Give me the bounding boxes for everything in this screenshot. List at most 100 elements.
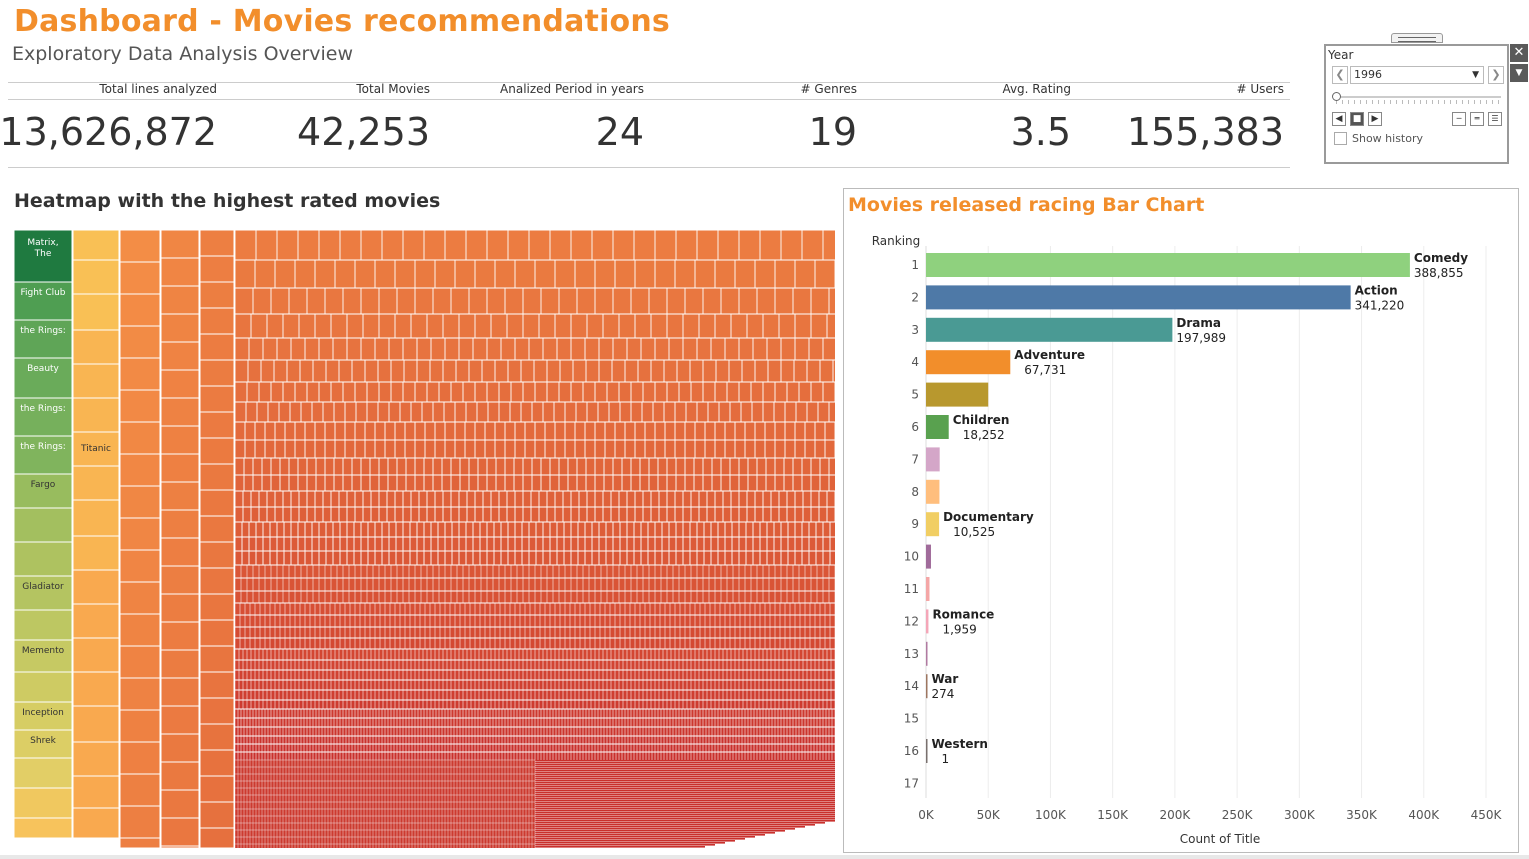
heatmap-cell[interactable] [160,789,200,819]
heatmap-cell[interactable] [119,613,161,647]
heatmap-cell[interactable] [255,794,835,796]
heatmap-cell[interactable] [238,766,836,768]
heatmap-cell[interactable] [257,798,835,800]
heatmap-cell[interactable] [160,621,200,651]
year-filter-drag-handle[interactable] [1391,33,1443,43]
heatmap-cell[interactable] [119,517,161,551]
speed-medium-icon[interactable]: ═ [1470,112,1484,126]
heatmap-cell[interactable] [160,845,200,848]
heatmap-cell[interactable] [199,619,235,647]
heatmap-cell[interactable] [272,822,825,824]
heatmap-cell[interactable] [248,782,835,784]
menu-caret-icon[interactable]: ▼ [1510,64,1528,82]
heatmap-cell[interactable] [199,333,235,361]
heatmap-cell[interactable] [160,369,200,399]
heatmap-cell[interactable] [267,814,835,816]
heatmap-cell[interactable] [199,437,235,465]
heatmap-cell[interactable] [119,805,161,839]
heatmap-cell[interactable] [119,453,161,487]
heatmap-cell[interactable] [266,812,835,814]
heatmap-cell[interactable] [265,810,835,812]
heatmap-cell[interactable] [160,537,200,567]
heatmap-cell[interactable] [253,790,835,792]
heatmap-cell[interactable] [119,293,161,327]
heatmap-cell[interactable] [235,551,835,565]
heatmap-cell[interactable] [119,645,161,679]
heatmap-cell[interactable] [199,593,235,621]
heatmap-cell[interactable] [251,788,836,790]
heatmap-cell[interactable] [160,649,200,679]
heatmap-cell[interactable] [235,402,835,422]
heatmap-cell[interactable] [199,697,235,725]
heatmap-cell[interactable] [263,808,835,810]
heatmap-cell[interactable] [199,541,235,569]
heatmap-cell[interactable] [256,796,836,798]
heatmap-cell[interactable] [199,645,235,673]
heatmap-cell[interactable] [235,491,835,507]
heatmap-cell[interactable] [160,677,200,707]
heatmap-cell[interactable] [160,257,200,287]
heatmap-cell[interactable] [14,757,73,789]
heatmap-cell[interactable] [268,816,836,818]
heatmap-cell[interactable] [271,820,835,822]
heatmap-cell[interactable] [244,776,836,778]
heatmap-cell[interactable] [72,705,120,743]
heatmap-cell[interactable] [72,293,120,331]
heatmap-cell[interactable] [72,603,120,639]
heatmap-cell[interactable] [72,499,120,537]
heatmap-cell[interactable] [119,709,161,743]
heatmap-cell[interactable] [72,465,120,501]
heatmap-cell[interactable] [235,338,835,360]
heatmap-cell[interactable] [160,705,200,735]
heatmap-cell[interactable] [160,285,200,315]
heatmap-cell[interactable] [235,288,835,314]
heatmap-cell[interactable] [14,319,73,359]
heatmap-cell[interactable] [72,259,120,295]
heatmap-cell[interactable] [160,481,200,511]
speed-slow-icon[interactable]: ─ [1452,112,1466,126]
heatmap-cell[interactable] [72,569,120,605]
heatmap-cell[interactable] [239,768,836,770]
heatmap-cell[interactable] [235,507,835,522]
heatmap-cell[interactable] [199,827,235,848]
bar-16[interactable] [926,739,928,763]
heatmap-cell[interactable] [14,230,73,283]
heatmap-cell[interactable] [199,749,235,777]
heatmap-cell[interactable] [247,780,835,782]
bar-7[interactable] [926,447,940,472]
heatmap-cell[interactable] [160,593,200,623]
heatmap-cell[interactable] [14,357,73,399]
heatmap-cell[interactable] [14,671,73,703]
heatmap-cell[interactable] [273,824,815,826]
heatmap-cell[interactable] [14,787,73,819]
bar-3[interactable] [926,317,1173,342]
heatmap-cell[interactable] [119,421,161,455]
bar-2[interactable] [926,285,1351,310]
heatmap-cell[interactable] [119,325,161,359]
heatmap-cell[interactable] [72,535,120,571]
bar-11[interactable] [926,577,930,601]
heatmap-cell[interactable] [160,313,200,343]
heatmap-cell[interactable] [199,307,235,335]
heatmap-cell[interactable] [235,314,835,338]
heatmap-treemap[interactable]: Matrix, The Fight Club the Rings: Beauty the … [14,230,836,848]
heatmap-cell[interactable] [275,828,795,830]
heatmap-cell[interactable] [119,741,161,775]
heatmap-cell[interactable] [119,677,161,711]
heatmap-cell[interactable] [199,359,235,387]
heatmap-cell[interactable] [119,837,161,848]
heatmap-cell[interactable] [72,363,120,399]
heatmap-cell[interactable] [235,230,835,260]
heatmap-cell[interactable] [261,804,835,806]
heatmap-cell[interactable] [160,565,200,595]
bar-14[interactable] [926,674,928,699]
stop-icon[interactable]: ■ [1350,112,1364,126]
heatmap-cell[interactable] [199,411,235,439]
heatmap-cell[interactable] [119,357,161,391]
next-arrow-icon[interactable]: ❯ [1488,66,1504,84]
heatmap-cell[interactable] [14,609,73,641]
heatmap-cell[interactable] [119,549,161,583]
bar-6[interactable] [926,415,949,439]
heatmap-cell[interactable] [199,230,235,257]
heatmap-cell[interactable] [14,507,73,543]
